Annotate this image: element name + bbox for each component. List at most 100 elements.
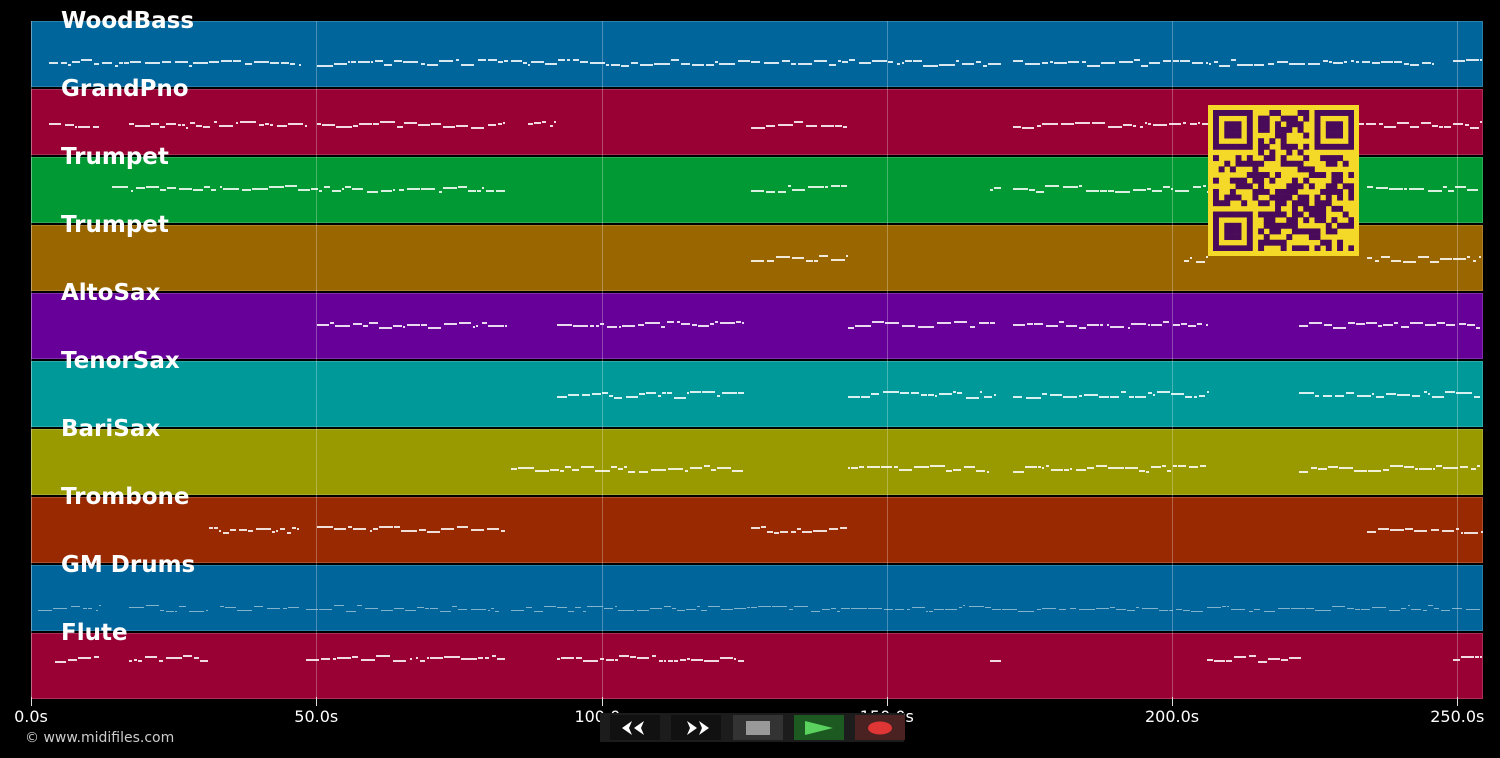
note bbox=[918, 326, 934, 328]
note bbox=[1078, 395, 1083, 397]
note bbox=[239, 121, 256, 123]
note bbox=[1118, 61, 1134, 63]
note bbox=[750, 127, 765, 129]
note bbox=[568, 394, 579, 396]
note bbox=[319, 190, 323, 192]
note bbox=[244, 63, 253, 65]
track-altosax[interactable]: AltoSax bbox=[31, 282, 1483, 359]
note bbox=[1367, 186, 1374, 188]
note bbox=[1131, 323, 1147, 325]
note bbox=[1380, 256, 1390, 258]
note bbox=[802, 531, 812, 533]
track-barisax[interactable]: BariSax bbox=[31, 418, 1483, 495]
note bbox=[99, 605, 102, 606]
note bbox=[241, 189, 251, 191]
note bbox=[645, 392, 657, 394]
note bbox=[1346, 608, 1355, 609]
note bbox=[813, 60, 828, 62]
track-gm-drums[interactable]: GM Drums bbox=[31, 554, 1483, 631]
note bbox=[458, 186, 467, 188]
note bbox=[322, 124, 335, 126]
note bbox=[821, 609, 830, 610]
note bbox=[667, 392, 673, 394]
note bbox=[482, 187, 485, 189]
note bbox=[1162, 60, 1172, 62]
note bbox=[431, 123, 442, 125]
note bbox=[52, 608, 68, 609]
note bbox=[667, 660, 673, 662]
rewind-button[interactable] bbox=[610, 715, 660, 740]
note bbox=[929, 611, 933, 612]
note bbox=[115, 65, 118, 67]
note bbox=[471, 127, 485, 129]
note bbox=[926, 611, 929, 612]
note bbox=[715, 61, 718, 63]
note bbox=[630, 62, 639, 64]
play-button[interactable] bbox=[794, 715, 844, 740]
fast-forward-button[interactable] bbox=[671, 715, 721, 740]
note bbox=[421, 324, 427, 326]
note bbox=[487, 528, 500, 530]
note bbox=[220, 60, 232, 62]
note bbox=[1315, 395, 1320, 397]
note bbox=[1106, 324, 1109, 326]
note bbox=[1419, 468, 1432, 470]
note bbox=[791, 257, 805, 259]
note bbox=[750, 260, 764, 262]
note bbox=[1445, 391, 1455, 393]
note bbox=[1063, 469, 1069, 471]
note bbox=[323, 186, 331, 188]
note bbox=[160, 189, 166, 191]
note bbox=[920, 394, 927, 396]
note bbox=[788, 609, 793, 610]
note bbox=[475, 325, 479, 327]
note bbox=[511, 610, 525, 611]
note bbox=[1328, 466, 1338, 468]
note bbox=[95, 610, 99, 611]
note bbox=[589, 325, 595, 327]
note bbox=[645, 322, 661, 324]
note bbox=[1197, 323, 1203, 325]
note bbox=[345, 611, 357, 612]
note bbox=[334, 63, 347, 65]
note bbox=[691, 324, 697, 326]
note bbox=[1466, 59, 1479, 61]
track-label: GrandPno bbox=[61, 76, 189, 102]
note bbox=[988, 63, 1001, 65]
note bbox=[847, 327, 854, 329]
note bbox=[403, 326, 406, 328]
piano-roll[interactable]: WoodBass GrandPno Trumpet Trumpet AltoSax Ten… bbox=[31, 10, 1484, 699]
tick-mark bbox=[1457, 697, 1459, 706]
note bbox=[319, 609, 333, 610]
track-woodbass[interactable]: WoodBass bbox=[31, 10, 1483, 87]
note bbox=[1479, 256, 1482, 258]
note bbox=[353, 125, 358, 127]
note bbox=[872, 321, 884, 323]
track-tenorsax[interactable]: TenorSax bbox=[31, 350, 1483, 427]
note bbox=[404, 122, 417, 124]
note bbox=[1268, 658, 1281, 660]
track-label: Trumpet bbox=[61, 212, 169, 238]
record-button[interactable] bbox=[855, 715, 905, 740]
note bbox=[186, 127, 189, 129]
note bbox=[439, 611, 451, 612]
note bbox=[990, 322, 996, 324]
note bbox=[1227, 606, 1230, 607]
note bbox=[1193, 396, 1198, 398]
stop-button[interactable] bbox=[733, 715, 783, 740]
note bbox=[1086, 324, 1099, 326]
note bbox=[407, 188, 420, 190]
note bbox=[929, 465, 945, 467]
note bbox=[1455, 186, 1466, 188]
track-flute[interactable]: Flute bbox=[31, 622, 1483, 699]
note bbox=[357, 605, 362, 606]
track-trombone[interactable]: Trombone bbox=[31, 486, 1484, 563]
note bbox=[1214, 61, 1218, 63]
note bbox=[1075, 122, 1091, 124]
note bbox=[1461, 656, 1474, 658]
note bbox=[1298, 325, 1308, 327]
note bbox=[839, 527, 847, 529]
note bbox=[1389, 188, 1403, 190]
note bbox=[196, 125, 202, 127]
note bbox=[1202, 185, 1206, 187]
